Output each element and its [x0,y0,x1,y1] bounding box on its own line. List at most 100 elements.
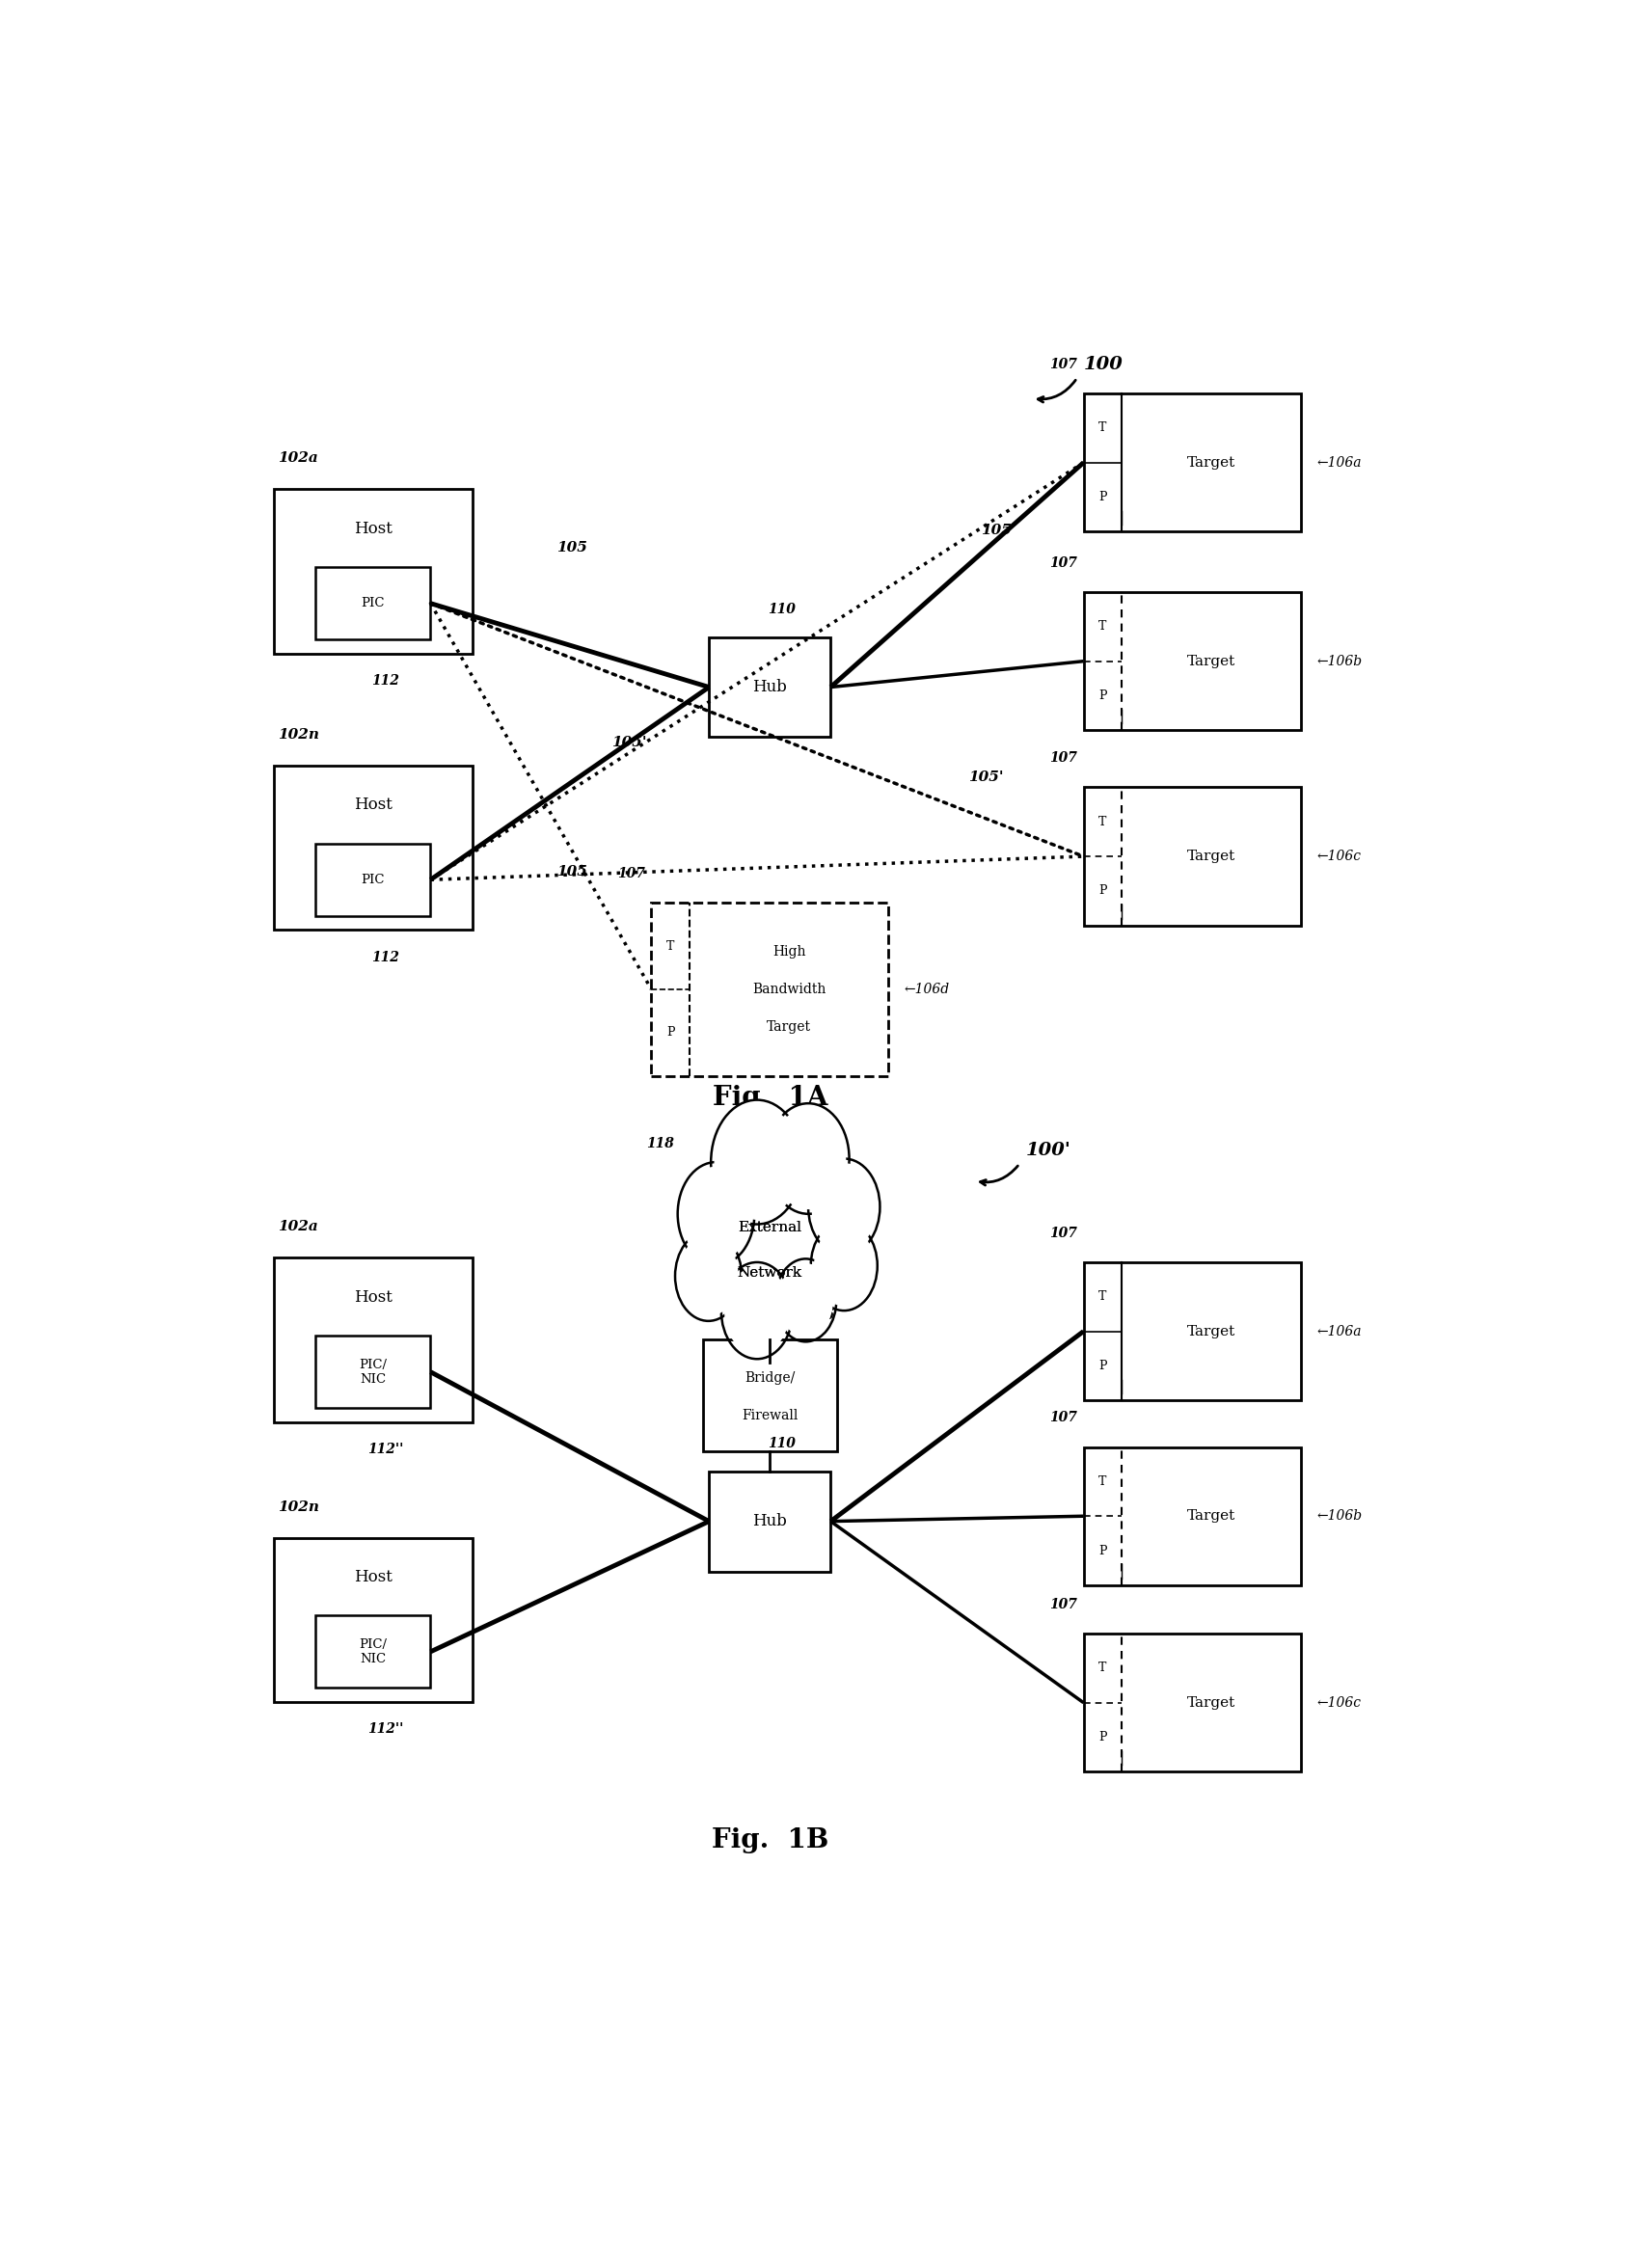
Text: Network: Network [737,1265,803,1279]
Circle shape [715,1106,800,1220]
Text: External: External [738,1220,801,1234]
Text: Bandwidth: Bandwidth [752,982,826,996]
Text: 102a: 102a [278,451,317,464]
Text: ←106b: ←106b [1317,1510,1361,1523]
FancyBboxPatch shape [1084,592,1302,731]
Text: 105: 105 [557,866,586,879]
Text: 110: 110 [767,603,795,617]
Text: PIC/
NIC: PIC/ NIC [358,1637,387,1664]
Circle shape [767,1104,849,1213]
Text: 112: 112 [372,675,400,689]
Text: 107: 107 [618,868,644,881]
Text: Bridge/: Bridge/ [745,1370,795,1384]
Circle shape [677,1162,755,1265]
Text: PIC: PIC [362,597,385,610]
Text: T: T [1099,1290,1107,1303]
FancyBboxPatch shape [274,1539,472,1702]
Text: ←106b: ←106b [1317,655,1361,668]
Circle shape [679,1236,738,1317]
Text: PIC/
NIC: PIC/ NIC [358,1359,387,1386]
Text: P: P [1099,689,1107,702]
Text: Fig.  1B: Fig. 1B [712,1828,828,1855]
Text: Fig.  1A: Fig. 1A [712,1086,828,1110]
Circle shape [676,1231,742,1321]
Text: P: P [1099,1545,1107,1557]
Circle shape [811,1220,877,1310]
Text: T: T [1099,1476,1107,1487]
Circle shape [725,1267,790,1355]
Text: 110: 110 [767,1438,795,1451]
Text: Host: Host [354,1568,392,1586]
Text: Target: Target [767,1021,811,1034]
Circle shape [775,1258,836,1341]
Text: PIC: PIC [362,873,385,886]
Text: P: P [666,1027,674,1039]
Circle shape [808,1160,881,1256]
Text: ←106d: ←106d [904,982,948,996]
Text: Target: Target [1188,455,1236,469]
Circle shape [682,1166,750,1261]
Text: 107: 107 [1049,1227,1077,1240]
Text: T: T [1099,621,1107,633]
FancyBboxPatch shape [316,1615,431,1689]
Text: 102n: 102n [278,1501,319,1514]
FancyBboxPatch shape [1084,1633,1302,1772]
Text: 107: 107 [1049,1411,1077,1424]
Text: 107: 107 [1049,357,1077,370]
Text: Host: Host [354,1290,392,1305]
FancyBboxPatch shape [1084,1447,1302,1586]
Text: T: T [666,940,674,953]
FancyBboxPatch shape [274,1258,472,1422]
Text: 102n: 102n [278,729,319,742]
FancyBboxPatch shape [316,843,431,915]
Circle shape [722,1263,793,1359]
FancyBboxPatch shape [709,1471,831,1572]
Text: 112'': 112'' [368,1442,403,1456]
Text: ←106c: ←106c [1317,1696,1361,1709]
Circle shape [813,1164,876,1249]
Text: P: P [1099,1732,1107,1743]
Text: P: P [1099,884,1107,897]
FancyBboxPatch shape [274,765,472,931]
Text: Target: Target [1188,655,1236,668]
FancyBboxPatch shape [651,904,889,1077]
Text: Target: Target [1188,1326,1236,1339]
FancyBboxPatch shape [709,637,831,738]
Text: Network: Network [737,1265,803,1279]
Text: Firewall: Firewall [742,1409,798,1422]
Text: External: External [738,1220,801,1234]
FancyBboxPatch shape [274,489,472,653]
Text: ←106c: ←106c [1317,850,1361,864]
Text: 116: 116 [806,1308,834,1321]
Text: 105': 105' [968,769,1003,783]
FancyBboxPatch shape [1084,787,1302,926]
Text: 112'': 112'' [368,1723,403,1736]
Text: 112: 112 [372,951,400,964]
Text: 107: 107 [1049,1597,1077,1610]
Text: Hub: Hub [753,680,786,695]
Text: 107: 107 [1049,556,1077,570]
FancyBboxPatch shape [316,1335,431,1409]
FancyBboxPatch shape [316,567,431,639]
Text: T: T [1099,422,1107,435]
Circle shape [814,1227,874,1305]
Text: 107: 107 [1049,751,1077,765]
Text: 105: 105 [557,541,586,554]
FancyBboxPatch shape [1084,1263,1302,1400]
Text: P: P [1099,491,1107,502]
Text: 105: 105 [981,523,1011,536]
Text: 102a: 102a [278,1220,317,1234]
Text: T: T [1099,1662,1107,1673]
Text: 118: 118 [646,1137,674,1151]
Text: Target: Target [1188,1510,1236,1523]
Text: High: High [773,944,806,958]
Text: Target: Target [1188,850,1236,864]
Circle shape [710,1099,803,1225]
FancyBboxPatch shape [1084,393,1302,532]
Text: P: P [1099,1359,1107,1373]
Text: Host: Host [354,796,392,814]
Text: 105': 105' [611,736,646,749]
Text: ←106a: ←106a [1317,1326,1361,1339]
FancyBboxPatch shape [702,1339,838,1451]
Text: Hub: Hub [753,1514,786,1530]
